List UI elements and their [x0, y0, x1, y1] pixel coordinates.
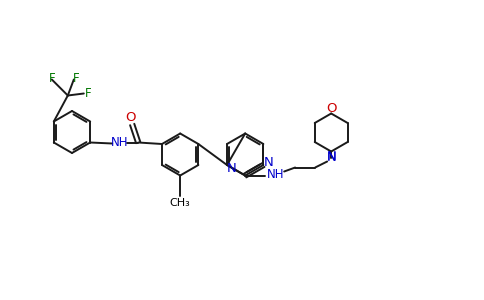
Text: NH: NH [110, 136, 128, 149]
Text: N: N [263, 155, 273, 169]
Text: NH: NH [266, 168, 284, 181]
Text: N: N [227, 161, 237, 175]
Text: F: F [48, 72, 55, 85]
Text: N: N [326, 151, 336, 164]
Text: N: N [326, 150, 336, 163]
Text: CH₃: CH₃ [170, 199, 191, 208]
Text: O: O [326, 102, 336, 115]
Text: O: O [125, 111, 136, 124]
Text: F: F [73, 72, 79, 85]
Text: F: F [85, 87, 91, 100]
